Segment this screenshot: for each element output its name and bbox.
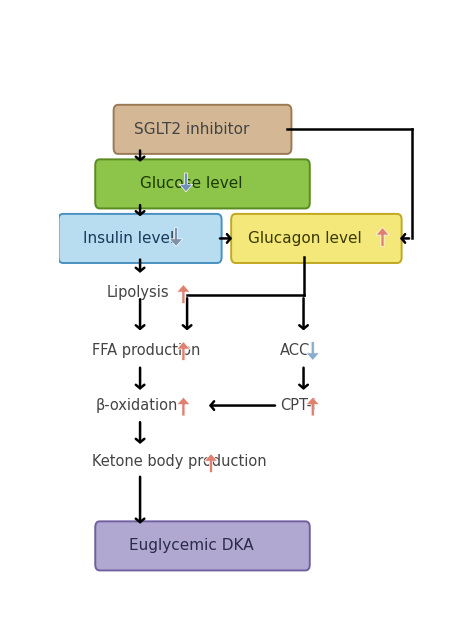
Polygon shape xyxy=(306,397,319,416)
Text: Ketone body production: Ketone body production xyxy=(92,454,267,469)
Polygon shape xyxy=(169,227,183,247)
Polygon shape xyxy=(179,173,193,192)
Text: FFA production: FFA production xyxy=(92,343,201,357)
Text: β-oxidation: β-oxidation xyxy=(96,398,178,413)
Text: Euglycemic DKA: Euglycemic DKA xyxy=(129,538,254,553)
Text: Glucose level: Glucose level xyxy=(140,176,243,191)
Polygon shape xyxy=(306,341,319,361)
Polygon shape xyxy=(177,341,190,361)
Polygon shape xyxy=(376,227,389,247)
Text: Insulin level: Insulin level xyxy=(83,231,175,246)
Polygon shape xyxy=(177,285,190,303)
FancyBboxPatch shape xyxy=(58,214,222,263)
Text: Lipolysis: Lipolysis xyxy=(107,285,170,301)
Polygon shape xyxy=(177,397,190,416)
Text: Glucagon level: Glucagon level xyxy=(248,231,362,246)
FancyBboxPatch shape xyxy=(95,522,310,571)
Text: ACC: ACC xyxy=(280,343,310,357)
FancyBboxPatch shape xyxy=(231,214,401,263)
FancyBboxPatch shape xyxy=(114,105,292,154)
Polygon shape xyxy=(204,453,218,473)
Text: SGLT2 inhibitor: SGLT2 inhibitor xyxy=(134,122,249,137)
FancyBboxPatch shape xyxy=(95,159,310,209)
Text: CPT-I: CPT-I xyxy=(280,398,316,413)
